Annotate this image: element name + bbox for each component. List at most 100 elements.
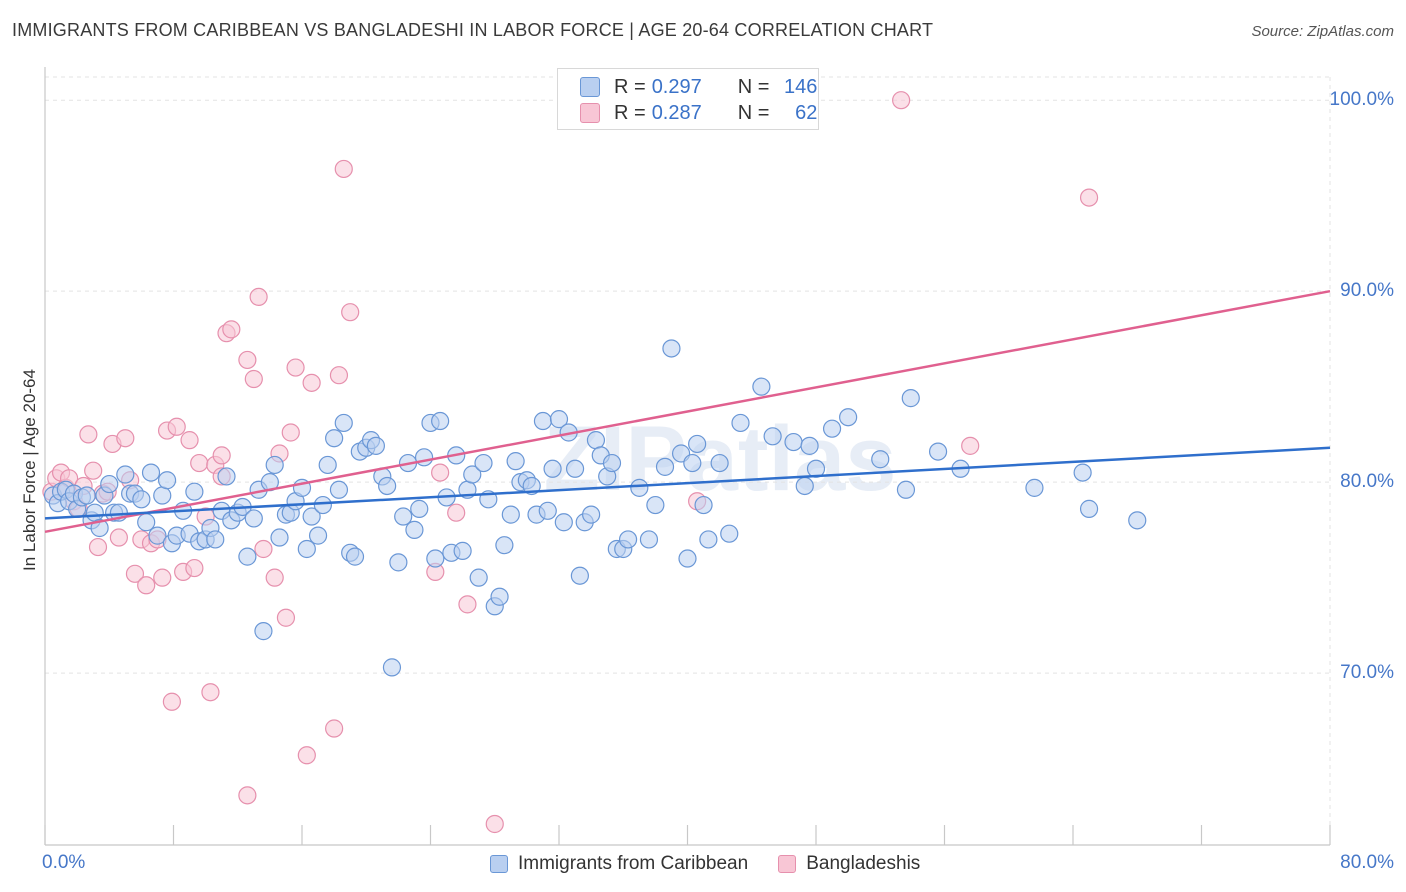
caribbean-point — [784, 432, 803, 452]
caribbean-point — [297, 539, 316, 559]
bangladeshis-point — [276, 608, 296, 627]
bangladeshis-point — [238, 350, 257, 370]
n-value: 146 — [784, 75, 818, 98]
caribbean-point — [389, 553, 408, 572]
bangladeshis-point — [79, 425, 98, 444]
caribbean-point — [731, 413, 750, 433]
axes — [44, 67, 1331, 846]
caribbean-point — [586, 431, 606, 450]
caribbean-point — [382, 658, 402, 677]
bangladeshis-swatch — [778, 855, 797, 873]
caribbean-point — [871, 450, 890, 469]
caribbean-point — [896, 480, 916, 499]
caribbean-point — [137, 513, 156, 532]
caribbean-point — [85, 503, 104, 522]
x-tick-label-max: 80.0% — [1340, 852, 1394, 873]
bangladeshis-swatch — [580, 103, 600, 123]
caribbean-point — [565, 459, 585, 478]
caribbean-point — [694, 495, 713, 515]
bangladeshis-point — [447, 503, 466, 522]
caribbean-point — [506, 452, 525, 471]
legend-item-caribbean[interactable]: Immigrants from Caribbean — [490, 853, 748, 875]
caribbean-point — [554, 513, 573, 532]
caribbean-point — [602, 453, 622, 473]
caribbean-point — [495, 536, 514, 555]
caribbean-swatch — [580, 77, 600, 97]
bangladeshis-point — [137, 576, 156, 595]
caribbean-point — [217, 467, 236, 486]
bangladeshis-point — [1079, 188, 1099, 207]
caribbean-point — [490, 587, 509, 606]
legend-item-bangladeshis[interactable]: Bangladeshis — [778, 853, 920, 875]
bangladeshis-point — [334, 159, 353, 179]
bangladeshis-point — [485, 814, 504, 834]
bangladeshis-point — [116, 429, 135, 448]
caribbean-point — [238, 547, 257, 566]
caribbean-point — [678, 549, 697, 568]
caribbean-point — [325, 429, 344, 448]
caribbean-point — [763, 427, 782, 446]
caribbean-point — [153, 486, 172, 505]
bangladeshis-point — [88, 537, 108, 557]
caribbean-point — [688, 434, 707, 454]
caribbean-point — [116, 465, 135, 484]
bangladeshis-point — [125, 564, 145, 583]
bangladeshis-point — [167, 417, 186, 436]
bangladeshis-point — [180, 431, 199, 450]
caribbean-swatch — [490, 855, 508, 873]
bangladeshis-point — [190, 453, 209, 473]
caribbean-point — [244, 509, 263, 528]
bangladeshis-point — [892, 91, 911, 110]
caribbean-point — [405, 520, 424, 539]
caribbean-point — [928, 442, 948, 461]
series-legend: Immigrants from Caribbean Bangladeshis — [490, 852, 938, 876]
bangladeshis-point — [265, 568, 284, 587]
caribbean-point — [394, 507, 413, 526]
bangladeshis-point — [961, 436, 980, 455]
bangladeshis-point — [458, 595, 477, 614]
caribbean-point — [206, 530, 225, 549]
caribbean-point — [265, 455, 284, 475]
caribbean-point — [366, 436, 385, 455]
x-tick-label-min: 0.0% — [42, 852, 86, 873]
bangladeshis-point — [153, 568, 172, 587]
caribbean-point — [646, 495, 665, 515]
caribbean-point — [1079, 499, 1099, 518]
caribbean-point — [655, 457, 675, 476]
caribbean-point — [431, 411, 450, 431]
caribbean-point — [463, 465, 482, 484]
bangladeshis-point — [222, 320, 241, 339]
bangladeshis-point — [84, 461, 103, 480]
y-axis-label: In Labor Force | Age 20-64 — [20, 369, 39, 571]
caribbean-points — [43, 339, 1147, 677]
bangladeshis-trend-line — [44, 289, 1331, 534]
caribbean-point — [752, 377, 771, 396]
stats-row-caribbean: R = 0.297 N = 146 — [580, 74, 817, 100]
caribbean-point — [639, 530, 659, 549]
bangladeshis-point — [281, 423, 300, 442]
caribbean-point — [474, 453, 493, 473]
bangladeshis-point — [212, 446, 231, 465]
caribbean-point — [410, 499, 429, 518]
caribbean-point — [582, 505, 601, 524]
r-value: 0.297 — [651, 75, 702, 98]
caribbean-point — [710, 453, 729, 473]
caribbean-point — [302, 507, 321, 526]
caribbean-point — [570, 566, 589, 585]
bangladeshis-point — [185, 558, 204, 578]
caribbean-point — [270, 528, 289, 547]
r-value: 0.287 — [651, 101, 702, 124]
caribbean-point — [800, 436, 819, 455]
caribbean-point — [618, 530, 638, 549]
bangladeshis-point — [162, 692, 181, 711]
chart-title: IMMIGRANTS FROM CARIBBEAN VS BANGLADESHI… — [12, 20, 934, 40]
caribbean-point — [683, 453, 702, 473]
caribbean-point — [549, 410, 569, 429]
caribbean-point — [345, 547, 365, 566]
caribbean-point — [662, 339, 681, 358]
caribbean-point — [308, 526, 328, 545]
legend-label: Immigrants from Caribbean — [518, 853, 749, 874]
r-label: R = — [614, 75, 646, 98]
caribbean-point — [100, 474, 119, 494]
caribbean-point — [1128, 511, 1147, 530]
